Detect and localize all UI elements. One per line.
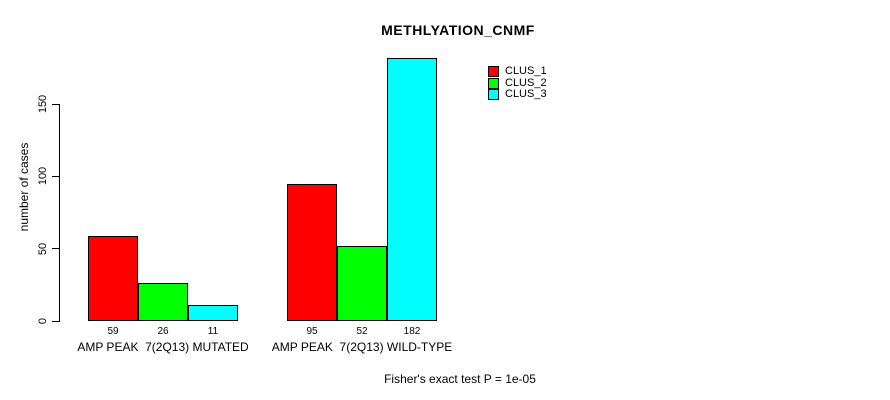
bar-clus_2-group-2 xyxy=(337,246,387,321)
y-axis-tick-50 xyxy=(52,248,59,250)
legend-label-clus_2: CLUS_2 xyxy=(505,76,547,89)
bar-value-label-clus_3-group-2: 182 xyxy=(403,326,421,337)
bar-clus_3-group-2 xyxy=(387,58,437,321)
chart-title: METHLYATION_CNMF xyxy=(381,22,535,38)
bar-value-label-clus_1-group-1: 59 xyxy=(107,326,119,337)
legend-swatch-clus_3 xyxy=(488,89,499,101)
y-axis-tick-label-0: 0 xyxy=(37,317,49,325)
bar-clus_3-group-1 xyxy=(188,305,238,321)
chart-footer-pvalue: Fisher's exact test P = 1e-05 xyxy=(384,372,536,386)
y-axis-tick-100 xyxy=(52,175,59,177)
bar-clus_1-group-1 xyxy=(88,236,138,321)
bar-value-label-clus_2-group-2: 52 xyxy=(356,326,368,337)
bar-value-label-clus_3-group-1: 11 xyxy=(207,326,219,337)
legend-swatch-clus_1 xyxy=(488,66,499,77)
legend-label-clus_3: CLUS_3 xyxy=(505,88,547,101)
y-axis-title: number of cases xyxy=(17,142,31,232)
bar-value-label-clus_2-group-1: 26 xyxy=(157,326,169,337)
bar-clus_2-group-1 xyxy=(138,283,188,321)
legend-label-clus_1: CLUS_1 xyxy=(505,65,547,77)
legend-swatch-clus_2 xyxy=(488,77,499,89)
bar-clus_1-group-2 xyxy=(287,184,337,321)
y-axis-tick-label-50: 50 xyxy=(37,242,49,255)
y-axis-tick-label-150: 150 xyxy=(37,94,49,114)
y-axis-tick-0 xyxy=(52,320,59,322)
group-label-mutated: AMP PEAK 7(2Q13) MUTATED xyxy=(77,340,249,354)
y-axis-line xyxy=(59,104,60,322)
bar-value-label-clus_1-group-2: 95 xyxy=(306,326,318,337)
y-axis-tick-label-100: 100 xyxy=(37,167,49,186)
y-axis-tick-150 xyxy=(52,103,59,105)
group-label-wild-type: AMP PEAK 7(2Q13) WILD-TYPE xyxy=(271,340,453,354)
